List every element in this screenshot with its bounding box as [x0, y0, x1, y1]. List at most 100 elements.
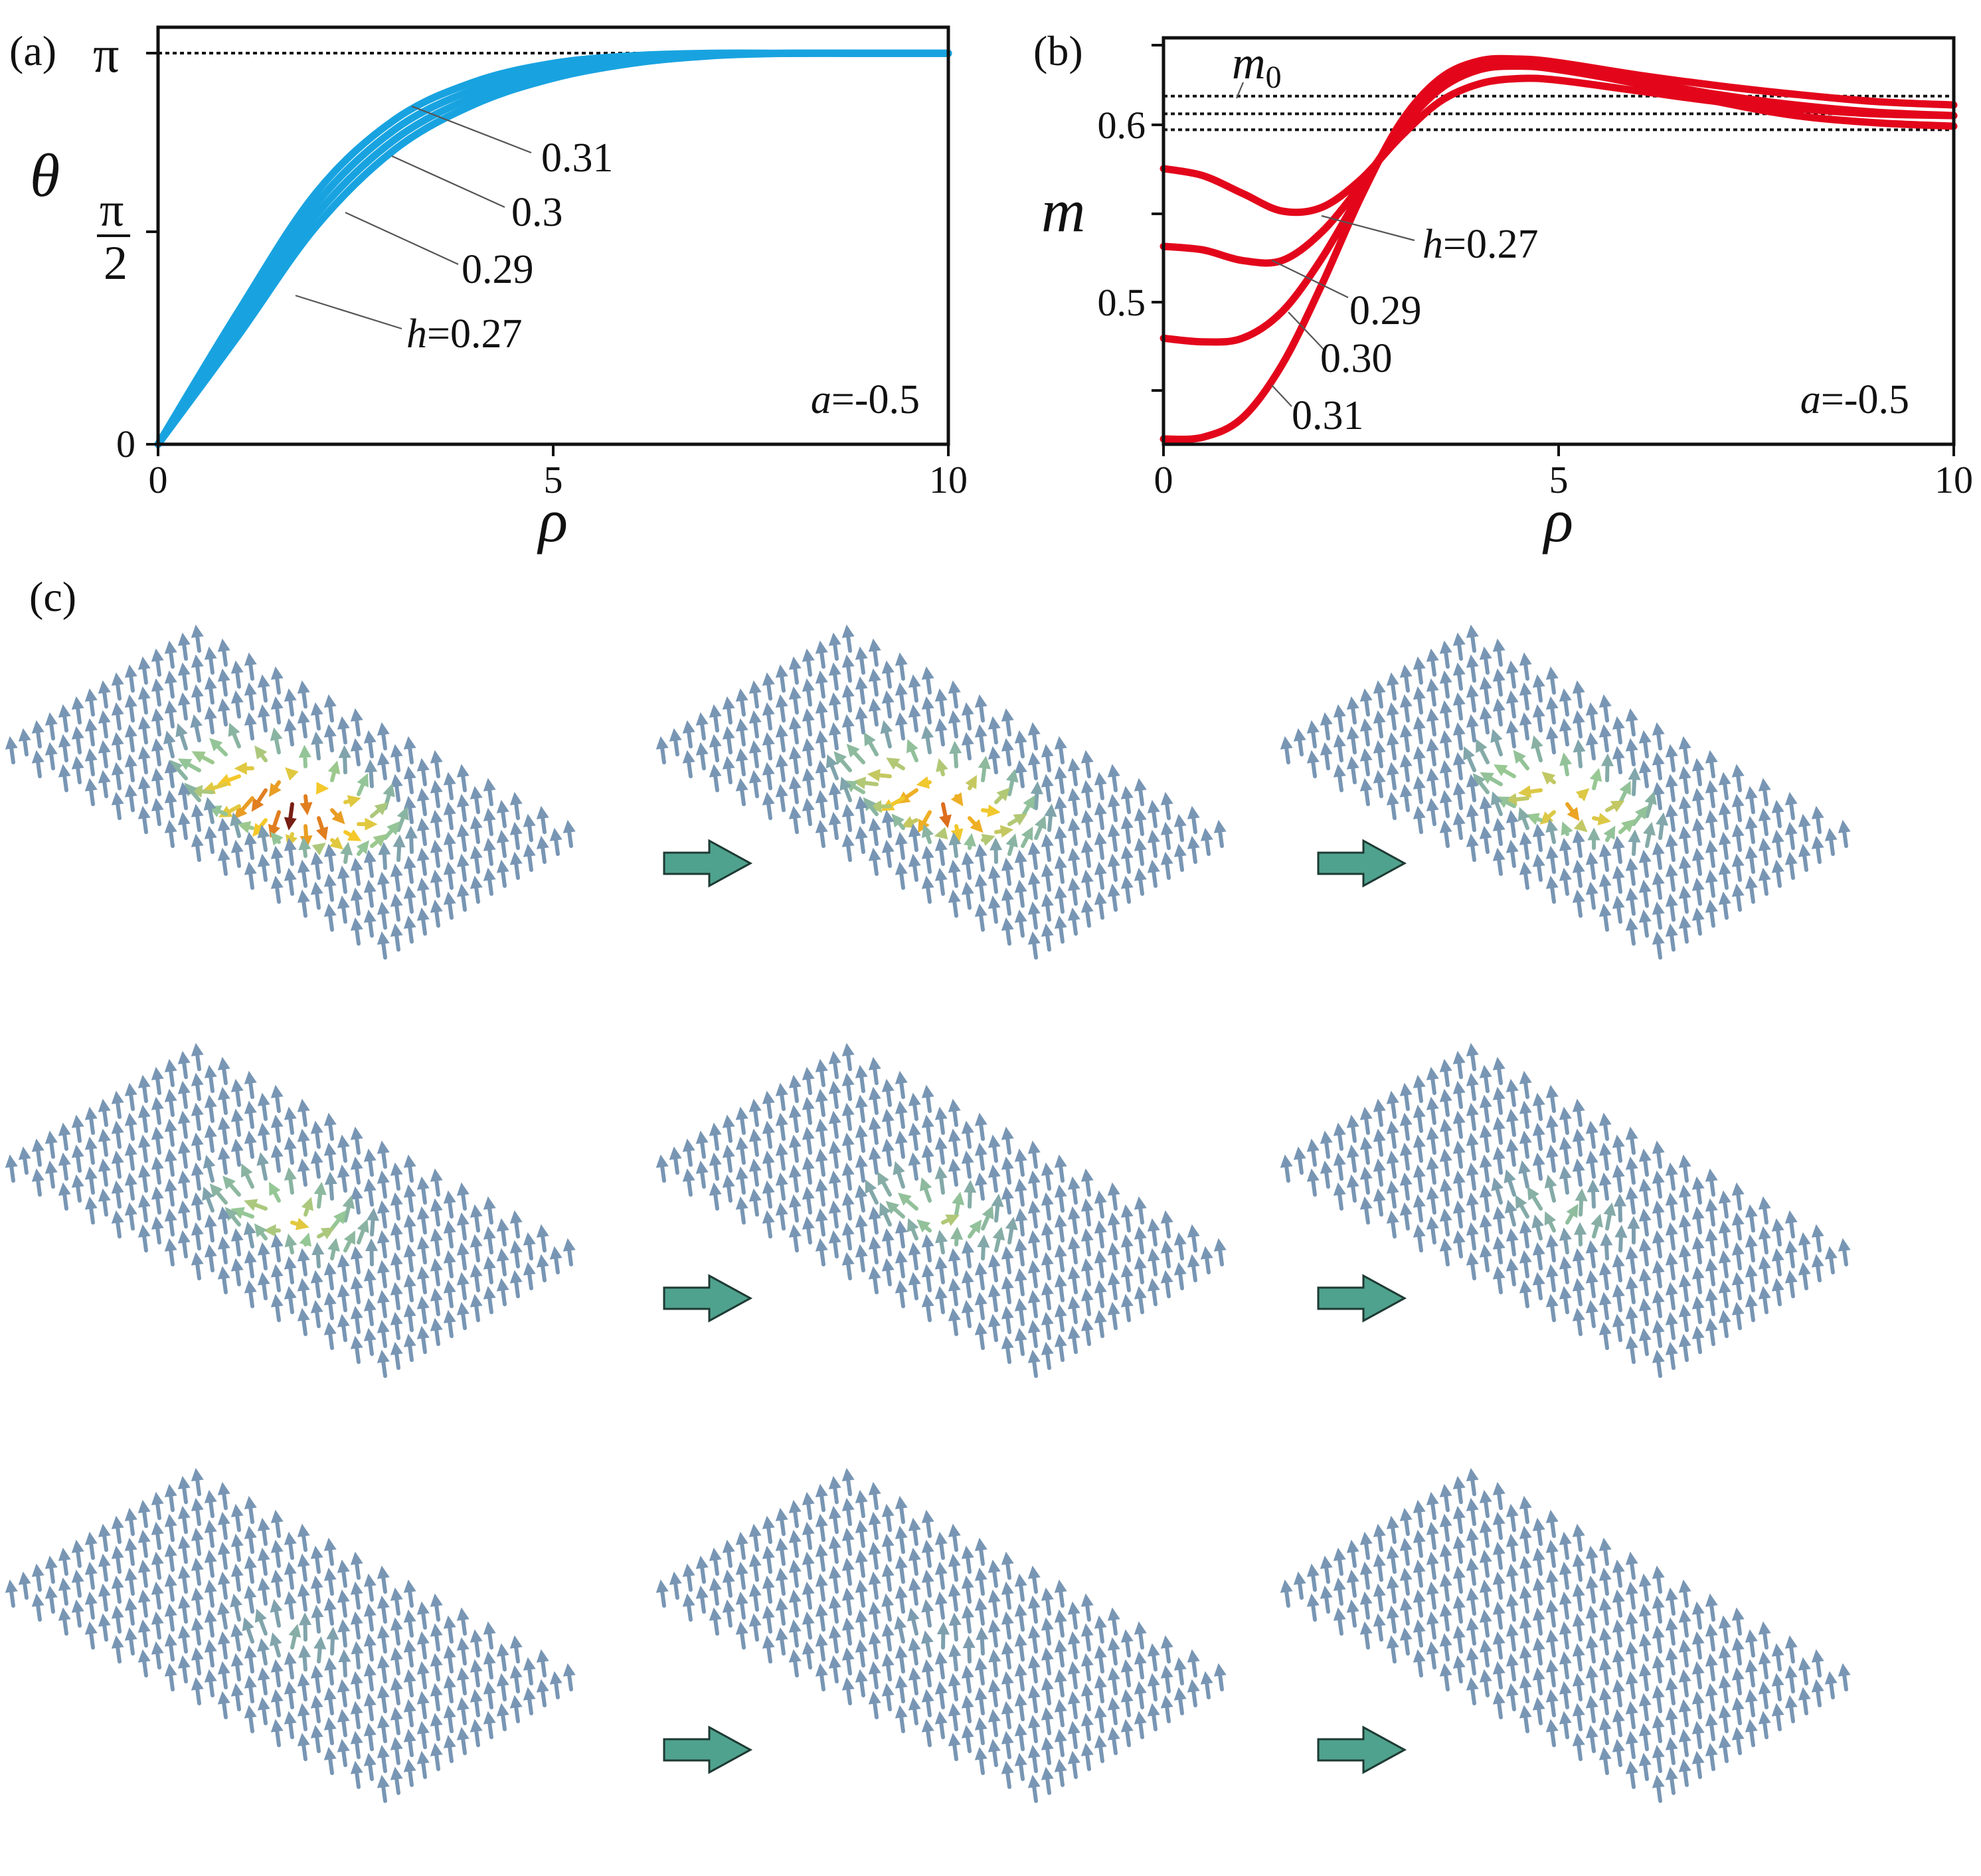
spin-arrow — [1531, 735, 1543, 762]
spin-arrow — [1705, 1653, 1718, 1681]
spin-arrow — [111, 672, 124, 701]
spin-arrow — [1120, 845, 1134, 874]
spin-arrow — [1160, 821, 1173, 850]
spin-arrow — [164, 670, 177, 699]
spin-arrow — [1134, 1651, 1147, 1679]
spin-arrow — [1638, 1178, 1652, 1207]
spin-arrow — [1492, 1206, 1506, 1235]
spin-arrow — [855, 825, 868, 854]
spin-arrow — [509, 1665, 523, 1693]
spin-arrow — [523, 1687, 536, 1715]
spin-arrow — [1519, 861, 1532, 890]
spin-arrow — [403, 855, 416, 884]
spin-arrow — [1811, 835, 1824, 864]
spin-arrow — [1652, 722, 1665, 750]
spin-arrow — [1506, 1683, 1519, 1711]
spin-arrow — [191, 1252, 204, 1280]
spin-arrow — [363, 1178, 377, 1207]
spin-arrow — [1572, 1643, 1585, 1671]
spin-arrow — [974, 1262, 988, 1290]
spin-arrow — [655, 736, 669, 764]
spin-arrow — [350, 1126, 363, 1155]
spin-arrow — [1492, 1571, 1506, 1600]
spin-arrow — [1134, 778, 1147, 806]
spin-arrow — [509, 792, 523, 820]
spin-arrow — [916, 1219, 932, 1233]
spin-arrow — [177, 1655, 191, 1683]
spin-arrow — [1585, 1300, 1598, 1328]
spin-arrow — [1784, 1635, 1798, 1663]
spin-arrow — [1652, 1655, 1665, 1683]
spin-arrow — [190, 714, 203, 742]
spin-arrow — [1625, 738, 1638, 766]
spin-arrow — [934, 718, 948, 746]
panel-a-series-label-029: 0.29 — [462, 247, 534, 292]
spin-arrow — [1466, 654, 1479, 683]
spin-arrow — [1173, 813, 1187, 842]
spin-arrow — [217, 1661, 230, 1689]
spin-arrow — [1359, 1591, 1373, 1620]
spin-arrow — [1094, 1310, 1107, 1338]
spin-arrow — [1147, 1673, 1160, 1701]
spin-arrow — [1638, 1298, 1652, 1326]
spin-arrow — [151, 648, 164, 677]
spin-arrow — [1572, 1613, 1585, 1642]
spin-arrow — [1506, 1503, 1519, 1532]
spin-arrow — [509, 1210, 523, 1238]
spin-arrow — [880, 720, 893, 748]
spin-arrow — [1519, 1280, 1532, 1308]
spin-arrow — [855, 1124, 868, 1153]
spin-arrow — [58, 1577, 71, 1606]
spin-arrow — [416, 1325, 430, 1354]
spin-arrow — [403, 1729, 416, 1757]
spin-arrow — [1280, 1154, 1293, 1183]
spin-arrow — [111, 1575, 124, 1604]
spin-arrow — [1665, 1282, 1678, 1310]
spin-arrow — [974, 1717, 988, 1745]
spin-arrow — [1638, 1148, 1652, 1177]
spin-arrow — [1532, 1242, 1545, 1270]
spin-arrow — [416, 1236, 430, 1264]
spin-arrow — [841, 1677, 855, 1705]
spin-arrow — [284, 1681, 297, 1709]
spin-arrow — [310, 1725, 323, 1753]
spin-arrow — [377, 1140, 390, 1169]
spin-arrow — [1758, 1226, 1771, 1254]
spin-arrow — [191, 624, 204, 653]
spin-arrow — [695, 1585, 709, 1614]
spin-arrow — [961, 1725, 974, 1753]
spin-arrow — [1559, 1681, 1572, 1709]
spin-arrow — [98, 1188, 111, 1217]
spin-arrow — [1545, 1689, 1559, 1717]
spin-arrow — [298, 837, 311, 858]
spin-arrow — [1612, 746, 1625, 774]
spin-arrow — [1572, 1673, 1585, 1701]
spin-arrow — [343, 829, 362, 841]
spin-arrow — [934, 1136, 948, 1165]
spin-arrow — [177, 782, 191, 810]
spin-arrow — [342, 1195, 355, 1223]
spin-arrow — [1452, 811, 1466, 840]
spin-arrow — [137, 656, 151, 685]
spin-arrow — [151, 1641, 164, 1669]
spin-arrow — [124, 1537, 137, 1566]
spin-arrow — [762, 1545, 775, 1574]
spin-arrow — [855, 1490, 868, 1518]
spin-arrow — [177, 632, 191, 661]
spin-arrow — [1054, 885, 1067, 914]
spin-arrow — [815, 1603, 828, 1632]
spin-arrow — [1041, 1677, 1054, 1705]
spin-arrow — [230, 1138, 244, 1167]
spin-arrow — [1544, 1174, 1557, 1203]
spin-arrow — [828, 1110, 841, 1139]
panel-c-snapshot-grid — [5, 624, 1851, 1803]
spin-arrow — [855, 646, 868, 675]
spin-arrow — [1439, 1573, 1452, 1602]
spin-arrow — [1452, 1565, 1466, 1594]
spin-arrow — [151, 1066, 164, 1095]
spin-arrow — [1603, 1202, 1616, 1231]
spin-arrow — [1027, 1200, 1041, 1229]
spin-arrow — [802, 738, 815, 766]
spin-arrow — [1306, 1593, 1320, 1622]
panel-c-tag: (c) — [29, 573, 76, 620]
